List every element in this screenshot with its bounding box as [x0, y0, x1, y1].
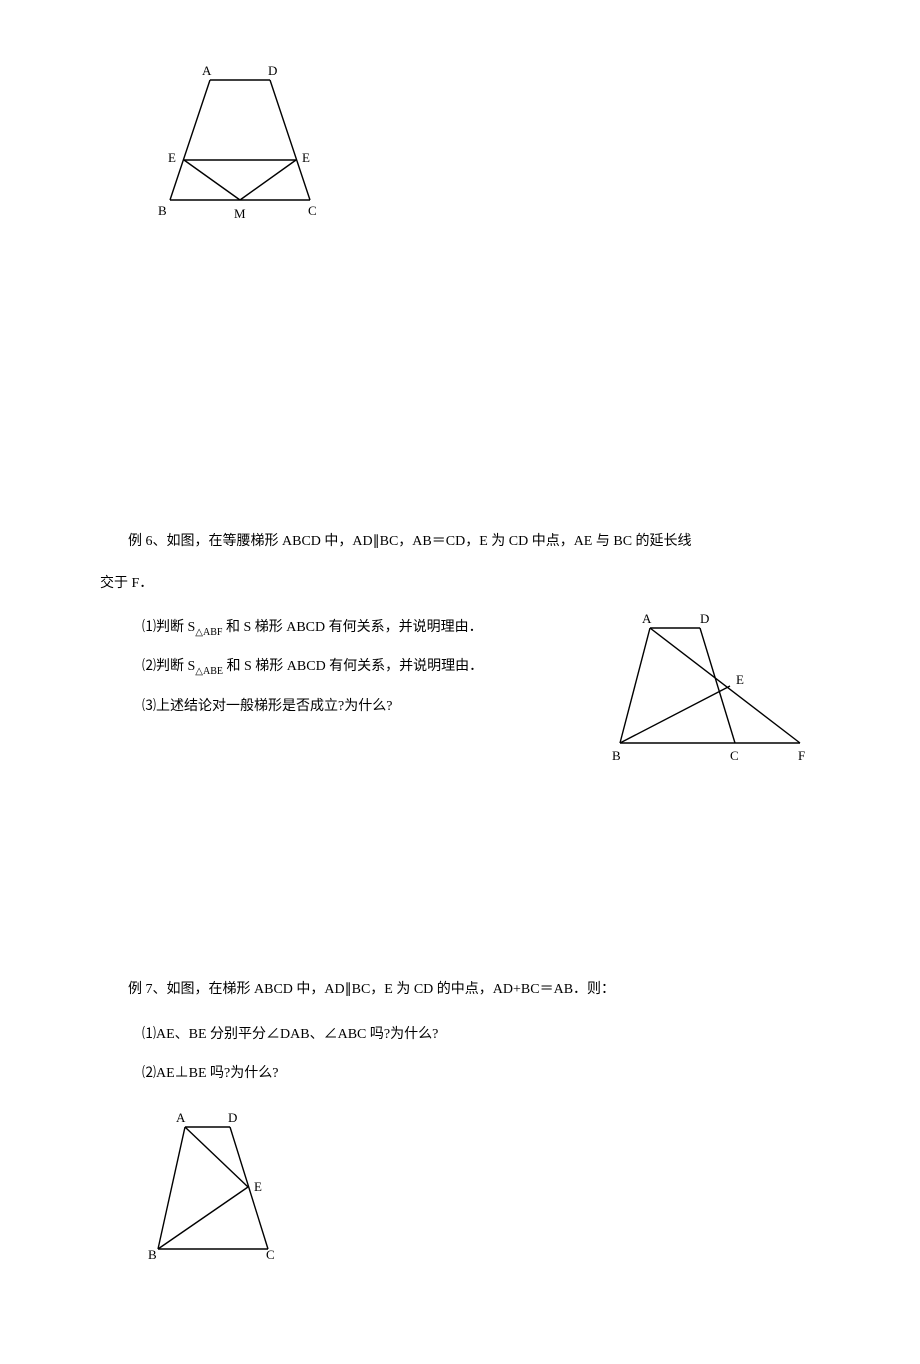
spacer-2 — [100, 773, 820, 973]
problem6-q2-a: ⑵判断 S — [142, 659, 195, 674]
problem7-intro-text: 例 7、如图，在梯形 ABCD 中，AD∥BC，E 为 CD 的中点，AD+BC… — [128, 982, 615, 997]
problem7-intro: 例 7、如图，在梯形 ABCD 中，AD∥BC，E 为 CD 的中点，AD+BC… — [100, 973, 820, 1007]
problem6-intro-line2: 交于 F． — [100, 567, 820, 601]
problem6-q1-sub: △ABF — [195, 627, 222, 638]
problem6-q2-b: 和 S 梯形 ABCD 有何关系，并说明理由． — [223, 659, 483, 674]
problem7-q1-text: ⑴AE、BE 分别平分∠DAB、∠ABC 吗?为什么? — [142, 1027, 438, 1042]
fig1-label-c: C — [308, 203, 317, 218]
fig1-label-d: D — [268, 63, 277, 78]
problem6-text: ⑴判断 S△ABF 和 S 梯形 ABCD 有何关系，并说明理由． ⑵判断 S△… — [100, 608, 590, 726]
figure-3: A D E B C — [140, 1109, 820, 1264]
problem6-intro-line1: 例 6、如图，在等腰梯形 ABCD 中，AD∥BC，AB＝CD，E 为 CD 中… — [100, 525, 820, 559]
fig1-label-e-left: E — [168, 150, 176, 165]
fig2-label-a: A — [642, 611, 652, 626]
problem6-q2-sub: △ABE — [195, 666, 223, 677]
figure-3-svg: A D E B C — [140, 1109, 300, 1259]
fig2-label-f: F — [798, 748, 805, 763]
fig1-label-e-right: E — [302, 150, 310, 165]
figure-2-svg: A D E B C F — [600, 608, 820, 768]
fig3-label-b: B — [148, 1247, 157, 1259]
fig1-label-a: A — [202, 63, 212, 78]
fig3-label-a: A — [176, 1110, 186, 1125]
figure-2: A D E B C F — [600, 608, 820, 773]
figure-1: A D E E B M C — [140, 60, 820, 225]
problem6-q3-text: ⑶上述结论对一般梯形是否成立?为什么? — [142, 699, 392, 714]
problem6-q2: ⑵判断 S△ABE 和 S 梯形 ABCD 有何关系，并说明理由． — [100, 647, 590, 686]
fig2-label-c: C — [730, 748, 739, 763]
problem6-intro-a: 例 6、如图，在等腰梯形 ABCD 中，AD∥BC，AB＝CD，E 为 CD 中… — [128, 534, 692, 549]
problem6-q1-a: ⑴判断 S — [142, 620, 195, 635]
problem7-q1: ⑴AE、BE 分别平分∠DAB、∠ABC 吗?为什么? — [100, 1015, 820, 1054]
fig2-label-e: E — [736, 672, 744, 687]
fig1-label-m: M — [234, 206, 246, 220]
figure-1-svg: A D E E B M C — [140, 60, 350, 220]
problem6-q1: ⑴判断 S△ABF 和 S 梯形 ABCD 有何关系，并说明理由． — [100, 608, 590, 647]
problem7-q2-text: ⑵AE⊥BE 吗?为什么? — [142, 1066, 278, 1081]
fig3-label-e: E — [254, 1179, 262, 1194]
problem6-body: ⑴判断 S△ABF 和 S 梯形 ABCD 有何关系，并说明理由． ⑵判断 S△… — [100, 608, 820, 773]
fig2-label-d: D — [700, 611, 709, 626]
problem6-q1-b: 和 S 梯形 ABCD 有何关系，并说明理由． — [222, 620, 482, 635]
fig3-label-d: D — [228, 1110, 237, 1125]
fig3-label-c: C — [266, 1247, 275, 1259]
spacer-1 — [100, 285, 820, 525]
fig1-label-b: B — [158, 203, 167, 218]
problem6-intro-b: 交于 F． — [100, 576, 153, 591]
problem6-q3: ⑶上述结论对一般梯形是否成立?为什么? — [100, 687, 590, 726]
problem7-q2: ⑵AE⊥BE 吗?为什么? — [100, 1054, 820, 1093]
fig2-label-b: B — [612, 748, 621, 763]
